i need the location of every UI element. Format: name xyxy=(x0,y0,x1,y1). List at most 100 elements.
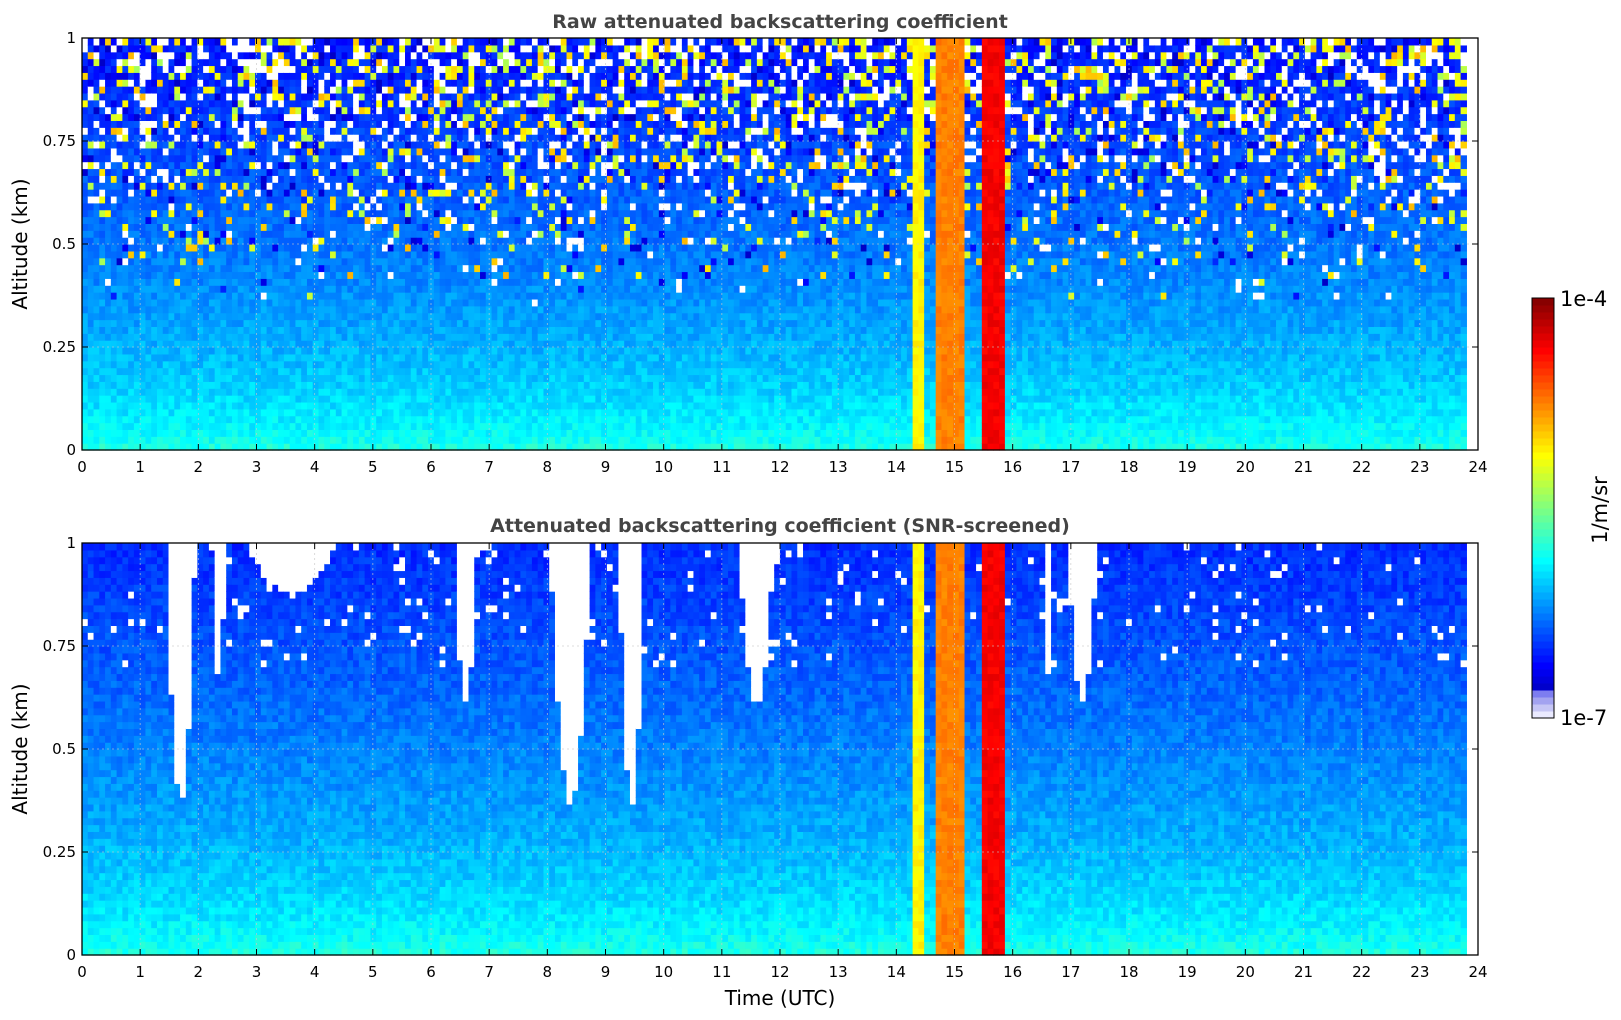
heatmap-cell xyxy=(324,161,331,170)
heatmap-cell xyxy=(197,175,204,183)
heatmap-cell xyxy=(468,285,475,293)
heatmap-cell xyxy=(266,154,273,163)
heatmap-cell xyxy=(266,237,273,245)
heatmap-cell xyxy=(82,134,89,142)
heatmap-cell xyxy=(491,305,498,314)
heatmap-cell xyxy=(520,113,527,121)
heatmap-cell xyxy=(416,264,423,273)
heatmap-cell xyxy=(526,202,533,211)
heatmap-cell xyxy=(243,244,250,252)
heatmap-cell xyxy=(410,72,418,80)
heatmap-cell xyxy=(272,189,279,197)
heatmap-cell xyxy=(370,285,377,293)
heatmap-cell xyxy=(231,72,239,80)
heatmap-cell xyxy=(387,113,395,121)
heatmap-cell xyxy=(462,429,470,437)
heatmap-cell xyxy=(301,182,308,190)
heatmap-cell xyxy=(301,99,308,108)
heatmap-cell xyxy=(381,92,389,101)
heatmap-cell xyxy=(145,429,152,437)
heatmap-cell xyxy=(185,292,193,300)
heatmap-cell xyxy=(445,422,452,430)
heatmap-cell xyxy=(151,79,158,87)
heatmap-cell xyxy=(410,189,418,197)
heatmap-cell xyxy=(474,443,481,451)
heatmap-cell xyxy=(145,408,152,417)
heatmap-cell xyxy=(335,202,343,211)
heatmap-cell xyxy=(151,175,158,183)
heatmap-cell xyxy=(243,51,250,60)
heatmap-cell xyxy=(122,230,129,238)
heatmap-cell xyxy=(99,51,106,60)
heatmap-cell xyxy=(462,305,470,314)
heatmap-cell xyxy=(151,312,158,321)
heatmap-cell xyxy=(255,250,262,259)
heatmap-cell xyxy=(428,168,435,176)
heatmap-cell xyxy=(289,72,297,80)
heatmap-cell xyxy=(358,182,366,190)
heatmap-cell xyxy=(497,51,504,60)
heatmap-cell xyxy=(324,395,331,403)
heatmap-cell xyxy=(537,230,545,238)
heatmap-cell xyxy=(491,120,498,128)
heatmap-cell xyxy=(393,86,400,94)
heatmap-cell xyxy=(105,99,112,108)
heatmap-cell xyxy=(497,257,504,266)
heatmap-cell xyxy=(508,38,516,46)
heatmap-cell xyxy=(376,319,383,327)
heatmap-cell xyxy=(116,216,123,224)
heatmap-cell xyxy=(226,168,233,176)
heatmap-cell xyxy=(283,86,291,94)
heatmap-cell xyxy=(497,367,504,376)
heatmap-cell xyxy=(145,278,152,286)
heatmap-cell xyxy=(462,44,470,53)
heatmap-cell xyxy=(364,223,372,231)
heatmap-cell xyxy=(306,395,314,403)
heatmap-cell xyxy=(543,244,550,252)
heatmap-cell xyxy=(82,202,89,211)
heatmap-cell xyxy=(433,182,441,190)
heatmap-cell xyxy=(445,298,452,307)
heatmap-cell xyxy=(480,381,487,389)
heatmap-cell xyxy=(416,305,423,314)
heatmap-cell xyxy=(295,113,302,121)
heatmap-cell xyxy=(208,51,216,60)
heatmap-cell xyxy=(433,113,441,121)
heatmap-cell xyxy=(203,79,210,87)
heatmap-cell xyxy=(324,347,331,355)
heatmap-cell xyxy=(93,360,100,369)
heatmap-cell xyxy=(278,237,285,245)
heatmap-cell xyxy=(554,360,562,369)
heatmap-cell xyxy=(301,168,308,176)
heatmap-cell xyxy=(531,401,539,410)
heatmap-cell xyxy=(128,237,135,245)
heatmap-cell xyxy=(93,86,100,94)
heatmap-cell xyxy=(110,58,118,67)
heatmap-cell xyxy=(508,189,516,197)
heatmap-cell xyxy=(99,79,106,87)
heatmap-cell xyxy=(249,353,256,362)
heatmap-cell xyxy=(451,257,458,266)
heatmap-cell xyxy=(537,374,545,382)
heatmap-cell xyxy=(116,86,123,94)
heatmap-cell xyxy=(353,298,360,307)
heatmap-cell xyxy=(214,134,222,142)
heatmap-cell xyxy=(243,72,250,80)
heatmap-cell xyxy=(180,141,187,149)
heatmap-cell xyxy=(162,408,170,417)
heatmap-cell xyxy=(312,422,320,430)
heatmap-cell xyxy=(422,244,429,252)
heatmap-cell xyxy=(347,230,354,238)
heatmap-cell xyxy=(537,257,545,266)
heatmap-cell xyxy=(110,230,118,238)
heatmap-cell xyxy=(266,326,273,334)
heatmap-cell xyxy=(474,347,481,355)
heatmap-cell xyxy=(370,408,377,417)
heatmap-cell xyxy=(168,113,175,121)
heatmap-cell xyxy=(168,92,175,101)
heatmap-cell xyxy=(174,216,181,224)
heatmap-cell xyxy=(376,429,383,437)
heatmap-cell xyxy=(295,388,302,396)
heatmap-cell xyxy=(485,401,493,410)
heatmap-cell xyxy=(491,161,498,170)
